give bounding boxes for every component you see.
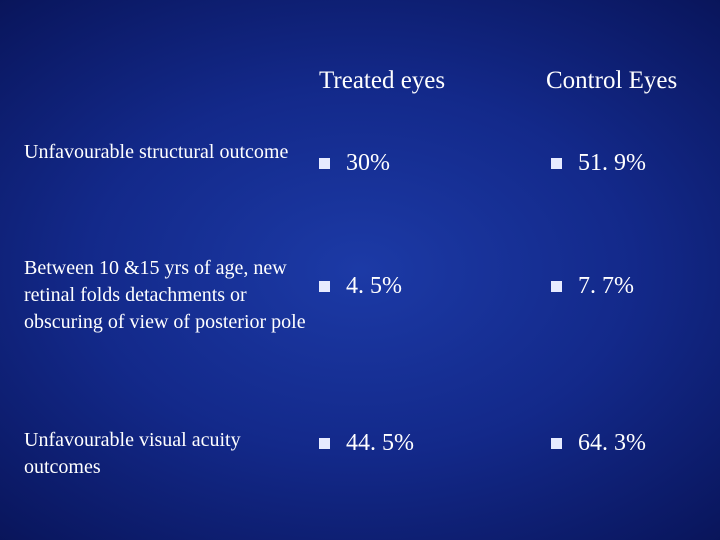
column-header-control-eyes: Control Eyes bbox=[546, 67, 678, 94]
cell-control-age: 7. 7% bbox=[551, 271, 634, 301]
row-label-age-10-15: Between 10 &15 yrs of age, new retinal f… bbox=[24, 257, 306, 333]
cell-value: 51. 9% bbox=[578, 150, 646, 176]
cell-value: 4. 5% bbox=[346, 273, 402, 299]
cell-treated-visual: 44. 5% bbox=[319, 428, 414, 458]
square-bullet-icon bbox=[319, 157, 330, 169]
row-label-visual-acuity: Unfavourable visual acuity outcomes bbox=[24, 429, 241, 478]
cell-value: 30% bbox=[346, 150, 390, 176]
cell-control-structural: 51. 9% bbox=[551, 148, 646, 178]
cell-value: 44. 5% bbox=[346, 430, 414, 456]
cell-treated-structural: 30% bbox=[319, 148, 390, 178]
cell-value: 7. 7% bbox=[578, 273, 634, 299]
cell-value: 64. 3% bbox=[578, 430, 646, 456]
square-bullet-icon bbox=[319, 437, 330, 449]
cell-control-visual: 64. 3% bbox=[551, 428, 646, 458]
column-header-treated-eyes: Treated eyes bbox=[319, 67, 446, 94]
square-bullet-icon bbox=[551, 437, 562, 449]
cell-treated-age: 4. 5% bbox=[319, 271, 402, 301]
square-bullet-icon bbox=[319, 280, 330, 292]
square-bullet-icon bbox=[551, 157, 562, 169]
row-label-structural-outcome: Unfavourable structural outcome bbox=[24, 141, 289, 163]
square-bullet-icon bbox=[551, 280, 562, 292]
